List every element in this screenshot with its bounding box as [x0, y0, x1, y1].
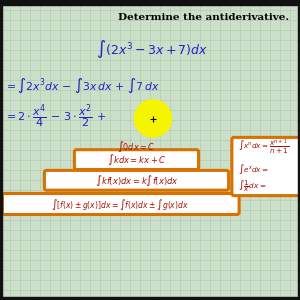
Text: $\int x^n dx=\dfrac{x^{n+1}}{n+1}$: $\int x^n dx=\dfrac{x^{n+1}}{n+1}$ [238, 138, 290, 156]
Text: $=2\cdot\dfrac{x^4}{4}\,-\,3\cdot\dfrac{x^2}{2}\,+$: $=2\cdot\dfrac{x^4}{4}\,-\,3\cdot\dfrac{… [4, 103, 107, 131]
FancyBboxPatch shape [2, 194, 239, 214]
Circle shape [134, 100, 172, 137]
Text: $\int 0dx = C$: $\int 0dx = C$ [117, 140, 156, 154]
Text: $\int e^x dx=$: $\int e^x dx=$ [238, 163, 269, 176]
FancyBboxPatch shape [74, 150, 199, 169]
Text: $\int[f(x)\pm g(x)]dx=\int f(x)dx\pm\int g(x)dx$: $\int[f(x)\pm g(x)]dx=\int f(x)dx\pm\int… [51, 196, 189, 211]
Text: $\int kdx = kx+C$: $\int kdx = kx+C$ [107, 152, 166, 167]
Text: $=\int 2x^3dx\,-\,\int 3x\,dx\,+\,\int 7\,dx$: $=\int 2x^3dx\,-\,\int 3x\,dx\,+\,\int 7… [4, 76, 160, 94]
Text: $\int\dfrac{1}{x}dx=$: $\int\dfrac{1}{x}dx=$ [238, 178, 267, 194]
Text: Determine the antiderivative.: Determine the antiderivative. [118, 14, 290, 22]
FancyBboxPatch shape [44, 170, 229, 190]
Text: $\int kf(x)dx = k\int f(x)dx$: $\int kf(x)dx = k\int f(x)dx$ [94, 173, 178, 188]
Text: $\int(2x^3-3x+7)dx$: $\int(2x^3-3x+7)dx$ [96, 38, 208, 61]
FancyBboxPatch shape [232, 137, 300, 196]
